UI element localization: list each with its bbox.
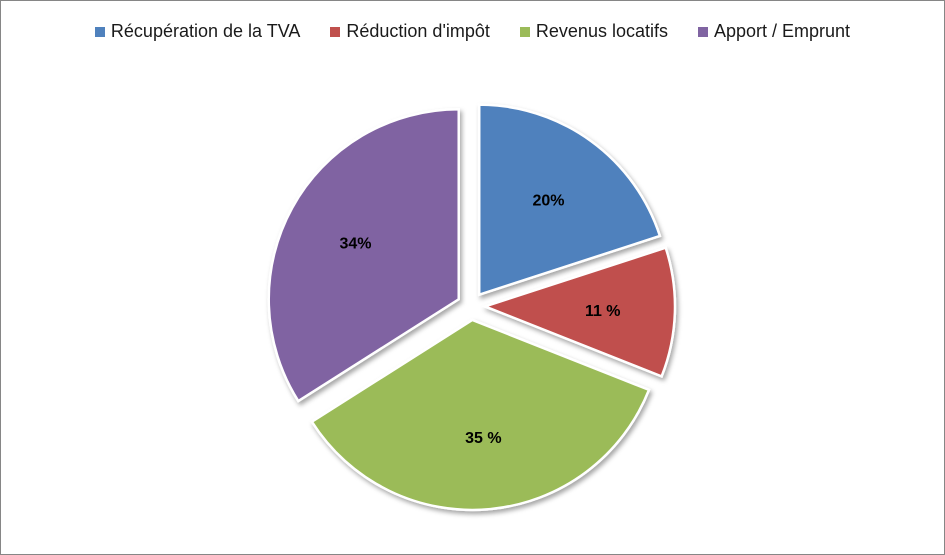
pie-slice-impot bbox=[481, 246, 677, 379]
chart-legend: Récupération de la TVA Réduction d'impôt… bbox=[1, 21, 944, 42]
data-label-tva: 20% bbox=[532, 192, 564, 209]
data-label-revenus: 35 % bbox=[465, 430, 501, 447]
data-label-apport: 34% bbox=[339, 236, 371, 253]
pie-slice-tva bbox=[477, 103, 662, 297]
legend-item-impot: Réduction d'impôt bbox=[330, 21, 490, 42]
legend-label-revenus: Revenus locatifs bbox=[535, 21, 668, 41]
legend-label-tva: Récupération de la TVA bbox=[110, 21, 301, 41]
legend-label-apport: Apport / Emprunt bbox=[713, 21, 851, 41]
pie-data-labels: 20% 11 % 35 % 34% bbox=[339, 192, 620, 447]
legend-item-tva: Récupération de la TVA bbox=[94, 21, 301, 42]
pie-slices bbox=[267, 103, 677, 512]
pie-slice-apport bbox=[267, 108, 460, 403]
legend-item-apport: Apport / Emprunt bbox=[697, 21, 851, 42]
legend-item-revenus: Revenus locatifs bbox=[519, 21, 668, 42]
legend-swatch-tva bbox=[94, 26, 105, 37]
legend-label-impot: Réduction d'impôt bbox=[346, 21, 490, 41]
pie-slice-revenus bbox=[310, 318, 651, 512]
legend-swatch-impot bbox=[330, 26, 341, 37]
data-label-impot: 11 % bbox=[585, 303, 621, 320]
legend-swatch-revenus bbox=[519, 26, 530, 37]
legend-swatch-apport bbox=[697, 26, 708, 37]
